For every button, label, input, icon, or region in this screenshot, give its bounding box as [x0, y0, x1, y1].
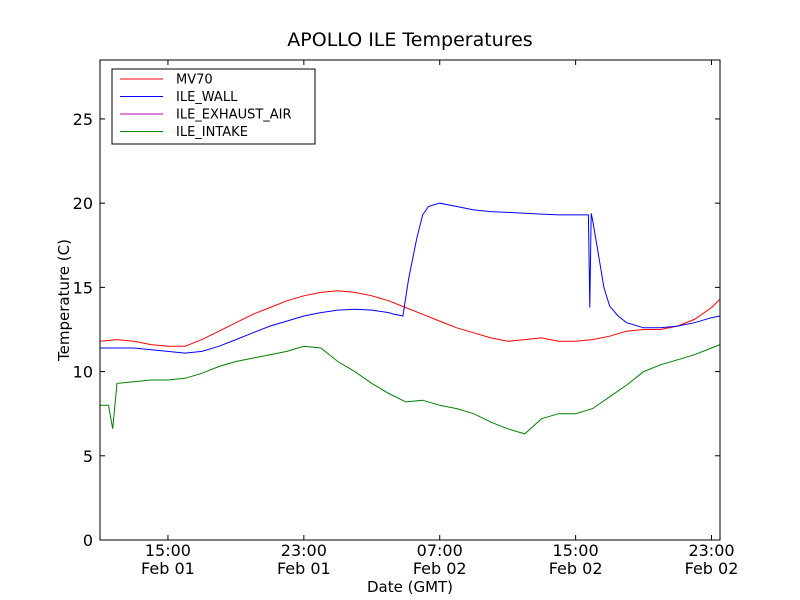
- x-tick-label-time: 15:00: [553, 541, 599, 560]
- legend-label: ILE_WALL: [176, 90, 238, 105]
- x-tick-label-date: Feb 01: [141, 559, 195, 578]
- x-tick-label-date: Feb 02: [413, 559, 467, 578]
- legend-label: MV70: [176, 73, 213, 88]
- series-line-ile-intake: [100, 344, 720, 435]
- x-tick-label-time: 23:00: [688, 541, 734, 560]
- x-tick-label-time: 15:00: [145, 541, 191, 560]
- x-tick-label-time: 23:00: [281, 541, 327, 560]
- x-tick-label-date: Feb 02: [549, 559, 603, 578]
- legend-label: ILE_EXHAUST_AIR: [176, 108, 292, 123]
- y-tick-label: 15: [73, 278, 93, 297]
- legend: MV70 ILE_WALL ILE_EXHAUST_AIR ILE_INTAKE: [111, 68, 316, 145]
- legend-label: ILE_INTAKE: [176, 125, 248, 140]
- y-tick-label: 25: [73, 110, 93, 129]
- x-tick-label-date: Feb 02: [685, 559, 739, 578]
- chart-title: APOLLO ILE Temperatures: [287, 29, 532, 51]
- y-tick-label: 20: [73, 194, 93, 213]
- x-tick-label-date: Feb 01: [277, 559, 331, 578]
- y-axis-label: Temperature (C): [55, 239, 73, 362]
- y-tick-label: 10: [73, 363, 93, 382]
- x-tick-label-time: 07:00: [417, 541, 463, 560]
- series-line-ile-wall: [100, 202, 720, 354]
- y-tick-label: 0: [83, 531, 93, 550]
- series-line-mv70: [100, 290, 720, 347]
- x-axis-label: Date (GMT): [367, 578, 453, 596]
- y-axis: 0 5 10 15 20 25: [73, 110, 720, 550]
- y-tick-label: 5: [83, 447, 93, 466]
- series-layer: [100, 202, 720, 435]
- plot-frame: [99, 59, 721, 541]
